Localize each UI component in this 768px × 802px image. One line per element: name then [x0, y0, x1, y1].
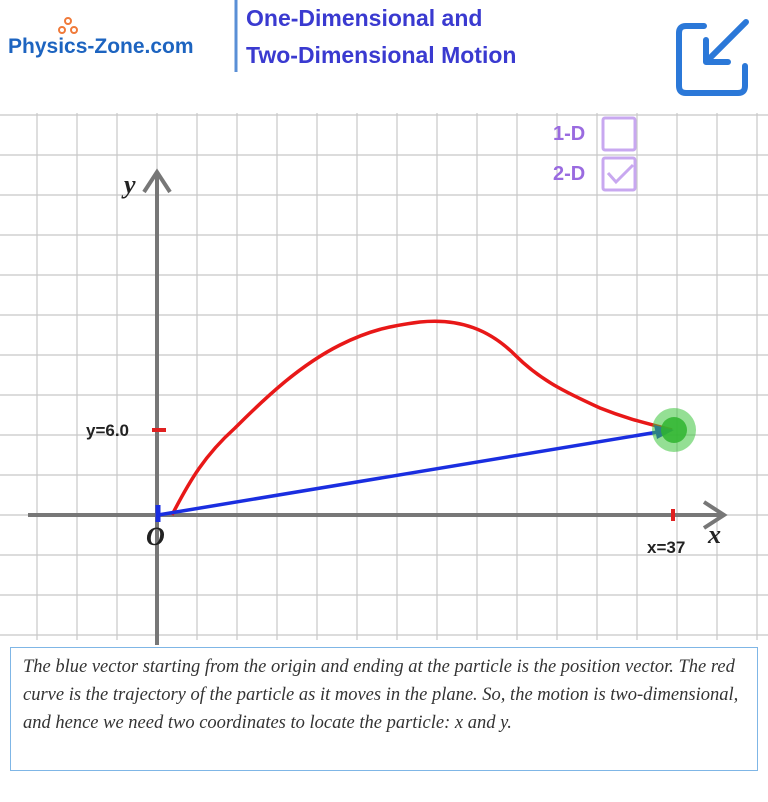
- particle[interactable]: [661, 417, 687, 443]
- checkbox[interactable]: [601, 156, 637, 192]
- y-axis-label: y: [121, 170, 136, 199]
- option-label: 2-D: [553, 163, 585, 185]
- caption: The blue vector starting from the origin…: [10, 647, 758, 771]
- title-line: Two-Dimensional Motion: [246, 42, 516, 68]
- mode-options: 1-D 2-D: [553, 116, 637, 192]
- grid: [0, 113, 768, 640]
- axes: [28, 168, 728, 645]
- checkbox[interactable]: [601, 116, 637, 152]
- x-axis-label: x: [707, 520, 721, 549]
- exit-fullscreen-button[interactable]: [676, 19, 749, 96]
- trajectory: [170, 319, 673, 516]
- logo-icon: [58, 17, 78, 34]
- checkmark: [606, 163, 635, 185]
- logo: Physics-Zone.com: [8, 35, 194, 58]
- origin-label: O: [146, 522, 165, 551]
- position-vector: [157, 430, 659, 517]
- y-marker: y=6.0: [86, 421, 129, 440]
- option-label: 1-D: [553, 123, 585, 145]
- title-line: One-Dimensional and: [246, 5, 482, 31]
- x-marker: x=37: [647, 538, 685, 557]
